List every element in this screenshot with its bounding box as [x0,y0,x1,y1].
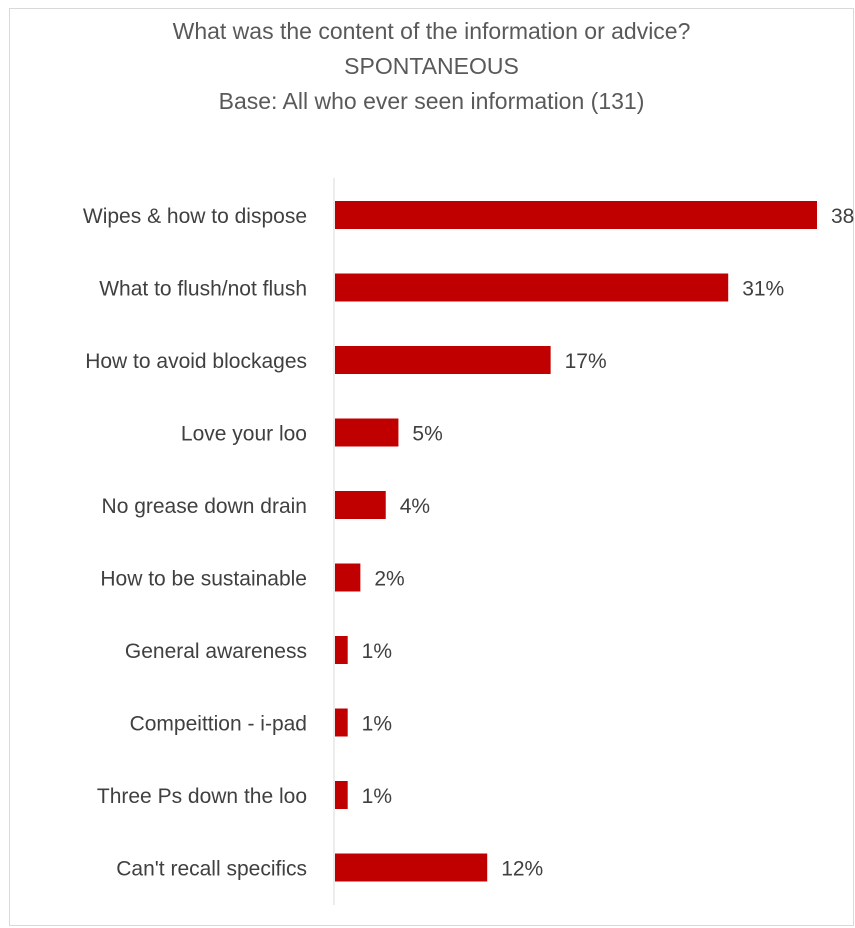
bar [335,491,386,519]
value-label: 12% [501,858,543,881]
chart-title: What was the content of the information … [172,18,691,44]
value-label: 31% [742,278,784,301]
category-label: How to avoid blockages [85,350,307,373]
bar [335,201,817,229]
chart-titles: What was the content of the information … [9,14,854,119]
value-label: 38% [831,205,855,228]
value-label: 2% [374,568,404,591]
category-label: How to be sustainable [100,568,307,591]
category-label: No grease down drain [102,495,307,518]
value-label: 1% [362,713,392,736]
value-label: 4% [400,495,430,518]
bar [335,853,488,882]
bar [335,708,348,737]
category-label: Compeittion - i-pad [130,713,307,736]
category-label: What to flush/not flush [99,278,307,301]
bar [335,418,399,447]
category-label: Three Ps down the loo [97,785,307,808]
category-label: General awareness [125,640,307,663]
chart-frame [9,8,854,926]
value-label: 1% [362,785,392,808]
value-label: 1% [362,640,392,663]
chart-base-note: Base: All who ever seen information (131… [218,88,645,114]
value-label: 5% [412,423,442,446]
bar [335,563,361,592]
value-label: 17% [565,350,607,373]
bar [335,346,551,374]
category-label: Can't recall specifics [116,858,307,881]
bar [335,636,348,664]
category-label: Love your loo [181,423,307,446]
category-label: Wipes & how to dispose [83,205,307,228]
chart-subtitle: SPONTANEOUS [344,53,519,79]
bar [335,781,348,809]
bar [335,273,729,302]
